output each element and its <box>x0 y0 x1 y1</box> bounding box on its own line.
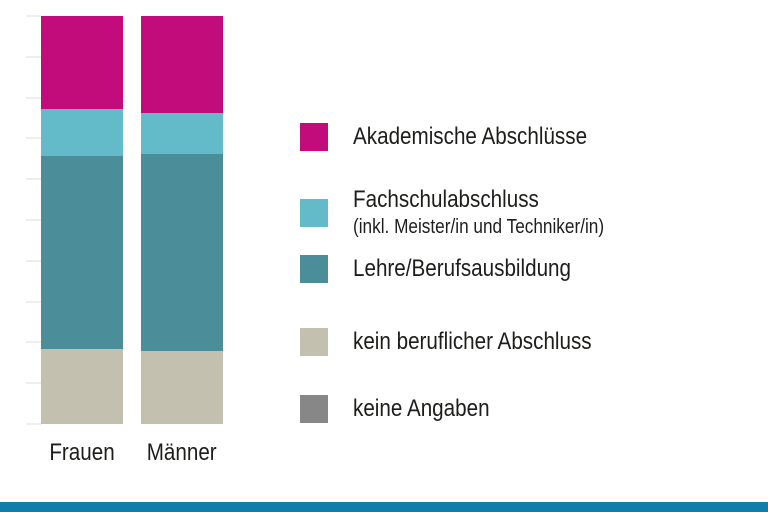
legend-label: Lehre/Berufsausbildung <box>353 255 572 282</box>
bar-segment <box>41 16 123 110</box>
y-tick <box>26 15 41 17</box>
y-tick <box>26 300 41 303</box>
y-tick <box>26 341 41 344</box>
legend-item-kein-beruflicher-abschluss: kein beruflicher Abschluss <box>300 328 630 356</box>
x-axis-labels: Frauen Männer <box>0 440 290 470</box>
y-tick <box>26 423 41 425</box>
legend-swatch-kein-beruflicher-abschluss <box>300 328 328 356</box>
legend-sublabel: (inkl. Meister/in und Techniker/in) <box>353 216 605 238</box>
x-label-maenner-text: Männer <box>147 439 217 466</box>
legend-item-lehre-berufsausbildung: Lehre/Berufsausbildung <box>300 255 607 283</box>
bar-segment <box>141 350 223 424</box>
y-tick <box>26 137 41 140</box>
x-label-maenner: Männer <box>122 440 242 466</box>
y-tick <box>26 55 41 58</box>
legend-swatch-fachschulabschluss <box>300 199 328 227</box>
bar-segment <box>41 155 123 349</box>
legend-item-fachschulabschluss: Fachschulabschluss (inkl. Meister/in und… <box>300 187 645 239</box>
legend: Akademische Abschlüsse Fachschulabschlus… <box>300 123 740 433</box>
legend-swatch-lehre-berufsausbildung <box>300 255 328 283</box>
y-tick <box>26 178 41 181</box>
y-tick <box>26 219 41 221</box>
x-label-frauen: Frauen <box>22 440 142 466</box>
legend-item-akademische-abschluesse: Akademische Abschlüsse <box>300 123 625 151</box>
x-label-frauen-text: Frauen <box>49 439 115 466</box>
plot-area <box>0 15 290 425</box>
y-axis-ticks <box>26 15 41 425</box>
legend-swatch-akademische-abschluesse <box>300 123 328 151</box>
legend-label: Fachschulabschluss <box>353 186 539 213</box>
bar-segment <box>41 348 123 424</box>
y-tick <box>26 96 41 99</box>
bar-segment <box>41 109 123 156</box>
bar-maenner <box>141 16 223 424</box>
y-tick <box>26 382 41 385</box>
legend-label: keine Angaben <box>353 395 490 422</box>
legend-item-keine-angaben: keine Angaben <box>300 395 512 423</box>
bar-segment <box>141 16 223 114</box>
legend-label: kein beruflicher Abschluss <box>353 328 592 355</box>
footer-accent-bar <box>0 502 768 512</box>
legend-label: Akademische Abschlüsse <box>353 123 588 150</box>
legend-swatch-keine-angaben <box>300 395 328 423</box>
bar-frauen <box>41 16 123 424</box>
bar-segment <box>141 153 223 351</box>
y-tick <box>26 259 41 262</box>
bar-segment <box>141 113 223 154</box>
